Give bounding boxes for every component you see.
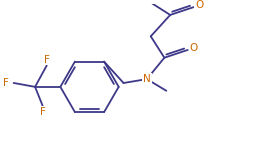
Text: F: F	[44, 55, 50, 65]
Text: F: F	[40, 107, 46, 117]
Text: F: F	[3, 78, 9, 88]
Text: O: O	[195, 0, 204, 10]
Text: O: O	[189, 43, 198, 53]
Text: N: N	[143, 74, 151, 84]
